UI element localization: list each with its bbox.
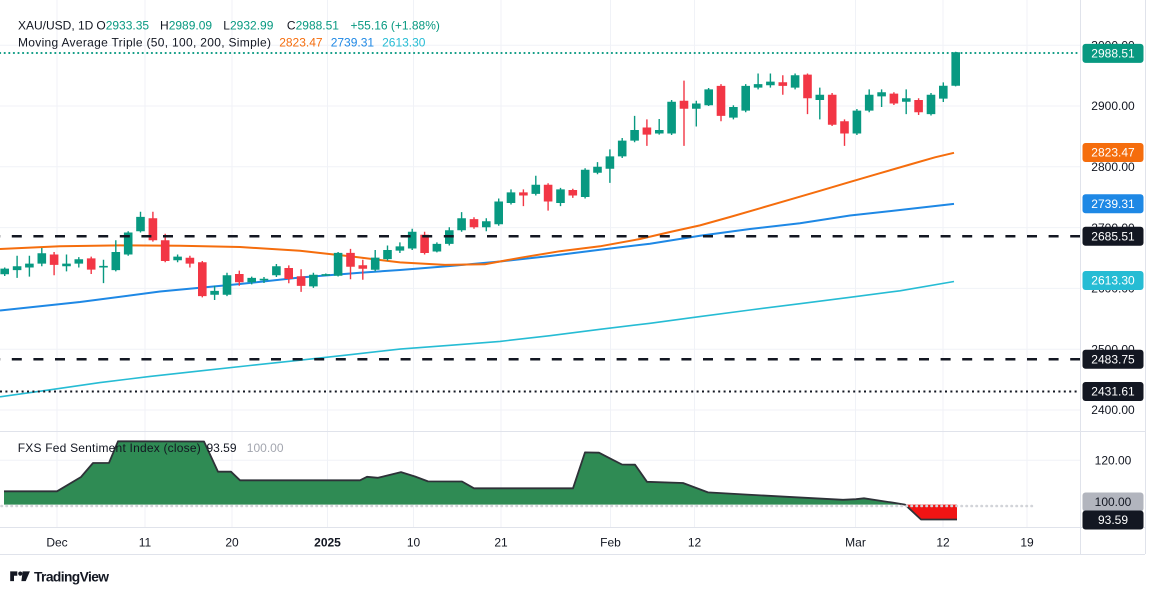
- svg-text:21: 21: [494, 536, 508, 550]
- svg-text:93.59: 93.59: [207, 441, 237, 455]
- svg-text:100.00: 100.00: [1095, 495, 1132, 509]
- svg-text:120.00: 120.00: [1095, 453, 1132, 467]
- svg-text:10: 10: [407, 536, 421, 550]
- svg-text:TradingView: TradingView: [34, 569, 109, 584]
- svg-text:XAU/USD, 1D: XAU/USD, 1D: [18, 18, 94, 32]
- svg-text:2431.61: 2431.61: [1091, 385, 1135, 399]
- svg-text:Moving Average Triple (50, 100: Moving Average Triple (50, 100, 200, Sim…: [18, 36, 271, 50]
- svg-text:2989.09: 2989.09: [169, 18, 213, 32]
- svg-text:2823.47: 2823.47: [279, 36, 323, 50]
- svg-text:2932.99: 2932.99: [230, 18, 274, 32]
- svg-text:2613.30: 2613.30: [1091, 274, 1135, 288]
- svg-text:12: 12: [936, 536, 950, 550]
- svg-text:2900.00: 2900.00: [1091, 99, 1135, 113]
- svg-text:Mar: Mar: [845, 536, 866, 550]
- svg-text:Dec: Dec: [46, 536, 67, 550]
- svg-text:O: O: [96, 18, 105, 32]
- svg-text:19: 19: [1020, 536, 1034, 550]
- svg-text:2739.31: 2739.31: [1091, 197, 1135, 211]
- svg-text:2823.47: 2823.47: [1091, 146, 1135, 160]
- svg-text:93.59: 93.59: [1098, 513, 1128, 527]
- svg-text:2613.30: 2613.30: [382, 36, 426, 50]
- svg-text:100.00: 100.00: [247, 441, 284, 455]
- svg-text:2400.00: 2400.00: [1091, 403, 1135, 417]
- svg-text:H: H: [160, 18, 169, 32]
- svg-text:12: 12: [688, 536, 702, 550]
- svg-text:2025: 2025: [314, 536, 341, 550]
- svg-text:2933.35: 2933.35: [106, 18, 150, 32]
- svg-text:+55.16 (+1.88%): +55.16 (+1.88%): [351, 18, 440, 32]
- svg-text:L: L: [223, 18, 230, 32]
- svg-text:FXS Fed Sentiment Index (close: FXS Fed Sentiment Index (close): [18, 441, 201, 455]
- svg-text:2483.75: 2483.75: [1091, 353, 1135, 367]
- svg-text:2685.51: 2685.51: [1091, 230, 1135, 244]
- svg-text:11: 11: [139, 536, 152, 550]
- svg-text:C: C: [287, 18, 296, 32]
- svg-text:2988.51: 2988.51: [1091, 47, 1135, 61]
- svg-text:Feb: Feb: [600, 536, 621, 550]
- svg-text:20: 20: [225, 536, 239, 550]
- svg-text:2988.51: 2988.51: [296, 18, 340, 32]
- svg-text:2800.00: 2800.00: [1091, 160, 1135, 174]
- svg-text:2739.31: 2739.31: [331, 36, 375, 50]
